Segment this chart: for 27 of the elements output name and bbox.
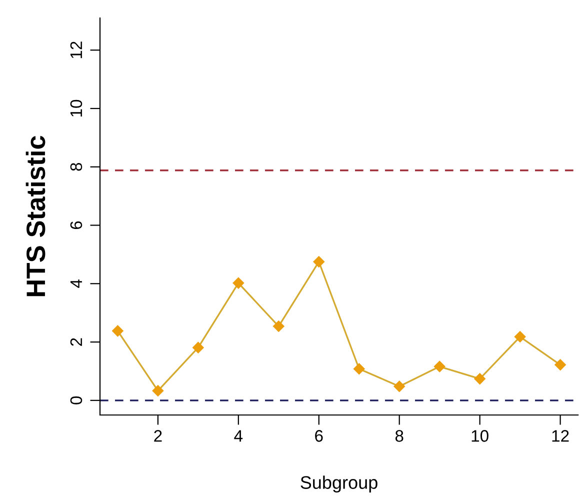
x-axis-title: Subgroup bbox=[300, 476, 378, 493]
y-axis-title: HTS Statistic bbox=[26, 136, 46, 296]
point bbox=[192, 342, 204, 354]
x-tick-label: 10 bbox=[472, 430, 488, 442]
y-tick-label: 12 bbox=[70, 42, 82, 58]
point bbox=[474, 373, 486, 384]
y-tick-label: 10 bbox=[70, 100, 82, 116]
point bbox=[232, 277, 244, 289]
y-tick-label: 4 bbox=[70, 279, 82, 288]
x-tick-label: 12 bbox=[552, 430, 569, 442]
x-tick-label: 4 bbox=[234, 430, 243, 442]
point bbox=[313, 256, 324, 268]
point bbox=[273, 320, 284, 332]
point bbox=[394, 380, 405, 392]
x-tick-label: 8 bbox=[395, 430, 404, 442]
y-tick-label: 6 bbox=[70, 221, 82, 230]
point bbox=[354, 363, 365, 374]
point bbox=[554, 359, 566, 370]
point bbox=[514, 331, 526, 342]
x-tick-label: 2 bbox=[154, 430, 162, 442]
y-tick-label: 8 bbox=[70, 162, 82, 171]
y-tick-label: 2 bbox=[70, 338, 82, 346]
y-tick-label: 0 bbox=[70, 396, 82, 404]
x-tick-label: 6 bbox=[315, 430, 323, 442]
point bbox=[112, 325, 124, 337]
point bbox=[152, 385, 164, 396]
point bbox=[434, 360, 446, 372]
